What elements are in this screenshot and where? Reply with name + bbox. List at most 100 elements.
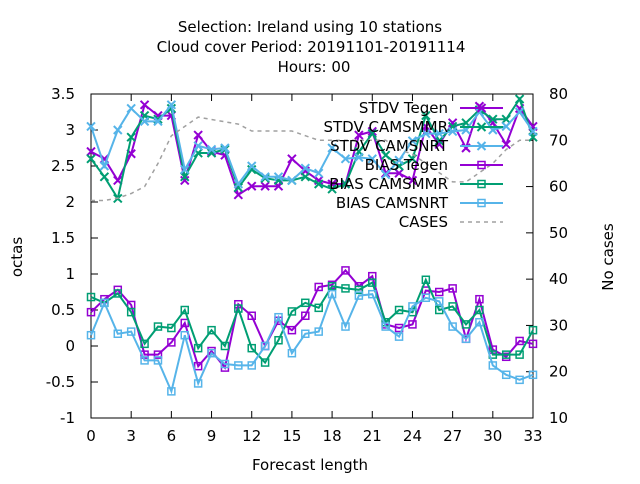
data-point-stdv-camsnrt <box>126 103 136 114</box>
data-point-bias-camsnrt <box>381 322 390 331</box>
data-point-bias-camsnrt <box>461 334 471 344</box>
y-tick-label: 2 <box>65 193 75 211</box>
data-point-stdv-camsmmr <box>313 179 324 189</box>
data-point-stdv-camsnrt <box>327 143 337 153</box>
data-point-bias-tegen <box>448 284 457 293</box>
y2-tick-label: 50 <box>549 224 568 242</box>
legend-label-stdv-tegen: STDV Tegen <box>359 99 448 117</box>
data-point-bias-camsmmr <box>113 289 123 298</box>
data-point-bias-camsnrt <box>180 330 190 340</box>
legend-label-bias-tegen: BIAS Tegen <box>365 156 448 174</box>
data-point-stdv-tegen <box>86 146 96 157</box>
y2-tick-label: 40 <box>549 270 568 288</box>
data-point-bias-tegen <box>180 318 190 328</box>
data-point-bias-camsmmr <box>341 284 350 293</box>
data-point-stdv-camsmmr <box>300 172 311 182</box>
x-tick-label: 9 <box>207 427 217 445</box>
x-tick-label: 18 <box>323 427 342 445</box>
data-point-bias-camsmmr <box>287 307 297 316</box>
data-point-stdv-camsnrt <box>528 126 538 137</box>
y2-tick-label: 20 <box>549 363 568 381</box>
plot-area <box>86 94 538 396</box>
series-cases <box>91 116 533 202</box>
data-point-bias-camsmmr <box>234 304 243 313</box>
data-point-stdv-camsnrt <box>113 125 123 135</box>
data-point-stdv-camsnrt <box>139 116 150 127</box>
legend-label-bias-camsnrt: BIAS CAMSNRT <box>336 194 449 212</box>
data-point-stdv-tegen <box>287 154 297 164</box>
data-point-stdv-tegen <box>367 126 377 137</box>
data-point-bias-camsnrt <box>327 289 337 299</box>
data-point-stdv-camsnrt <box>313 168 324 178</box>
data-point-bias-camsnrt <box>515 375 524 385</box>
data-point-stdv-camsnrt <box>247 161 257 171</box>
data-point-bias-camsnrt <box>301 329 310 339</box>
data-point-bias-camsmmr <box>193 343 203 353</box>
data-point-stdv-tegen <box>233 190 244 200</box>
data-point-bias-camsnrt <box>434 297 444 306</box>
y2-tick-label: 30 <box>549 316 568 334</box>
y2-axis-label: No cases <box>599 223 617 291</box>
data-point-bias-camsnrt <box>314 327 323 336</box>
data-point-stdv-camsnrt <box>273 172 284 182</box>
data-point-bias-camsnrt <box>260 341 270 351</box>
data-point-stdv-camsnrt <box>354 152 364 163</box>
series-line-bias-camsnrt <box>90 291 534 395</box>
legend-label-stdv-camsnrt: STDV CAMSNRT <box>330 137 449 155</box>
data-point-bias-camsnrt <box>100 298 109 308</box>
data-point-stdv-camsnrt <box>287 175 297 186</box>
series-line-bias-camsmmr <box>90 277 534 365</box>
data-point-stdv-camsmmr <box>514 94 525 104</box>
data-point-stdv-camsnrt <box>434 128 444 139</box>
data-point-stdv-camsnrt <box>206 144 217 155</box>
data-point-stdv-camsnrt <box>421 128 431 139</box>
data-point-bias-camsmmr <box>220 341 230 351</box>
data-point-stdv-tegen <box>407 175 418 186</box>
data-point-bias-camsnrt <box>287 348 297 358</box>
legend-marker-stdv-camsnrt <box>476 141 487 151</box>
data-point-bias-camsmmr <box>247 343 256 353</box>
x-axis-label: Forecast length <box>252 456 368 474</box>
data-point-bias-tegen <box>247 311 256 321</box>
data-point-stdv-camsnrt <box>380 169 391 180</box>
data-point-stdv-tegen <box>193 130 203 140</box>
data-point-bias-tegen <box>314 282 323 292</box>
data-point-stdv-camsnrt <box>153 116 163 127</box>
data-point-bias-camsmmr <box>394 305 404 315</box>
chart-title: Selection: Ireland using 10 stations Clo… <box>157 18 466 76</box>
data-point-stdv-camsmmr <box>421 110 431 121</box>
chart-title-line-1: Selection: Ireland using 10 stations <box>178 18 442 36</box>
data-point-bias-camsmmr <box>126 307 136 317</box>
data-point-stdv-camsmmr <box>99 172 110 182</box>
data-point-bias-camsmmr <box>515 350 524 359</box>
data-point-stdv-camsmmr <box>233 182 244 193</box>
data-point-stdv-camsmmr <box>180 172 190 182</box>
data-point-stdv-camsnrt <box>501 121 511 132</box>
series-bias-camsmmr <box>86 275 538 367</box>
data-point-bias-tegen <box>193 361 203 371</box>
data-point-bias-tegen <box>167 338 176 347</box>
data-point-bias-camsmmr <box>167 323 176 333</box>
data-point-stdv-camsmmr <box>434 136 444 146</box>
data-point-bias-camsnrt <box>394 332 404 341</box>
data-point-stdv-camsmmr <box>501 114 511 124</box>
data-point-stdv-camsnrt <box>193 141 203 151</box>
y2-tick-label: 10 <box>549 409 568 427</box>
data-point-bias-camsnrt <box>354 291 364 300</box>
data-point-bias-camsnrt <box>421 293 431 303</box>
series-bias-tegen <box>86 266 538 372</box>
data-point-stdv-camsnrt <box>340 154 351 164</box>
y-tick-label: -1 <box>60 409 75 427</box>
data-point-bias-camsmmr <box>368 278 377 287</box>
data-point-stdv-camsnrt <box>86 121 96 132</box>
data-point-stdv-camsnrt <box>166 100 177 110</box>
data-point-stdv-camsmmr <box>327 184 337 194</box>
legend-label-bias-camsmmr: BIAS CAMSMMR <box>329 175 448 193</box>
data-point-stdv-camsnrt <box>394 155 404 165</box>
x-tick-label: 15 <box>282 427 301 445</box>
data-point-bias-camsmmr <box>501 350 511 359</box>
data-point-bias-tegen <box>301 311 310 321</box>
data-point-bias-camsmmr <box>354 285 364 295</box>
